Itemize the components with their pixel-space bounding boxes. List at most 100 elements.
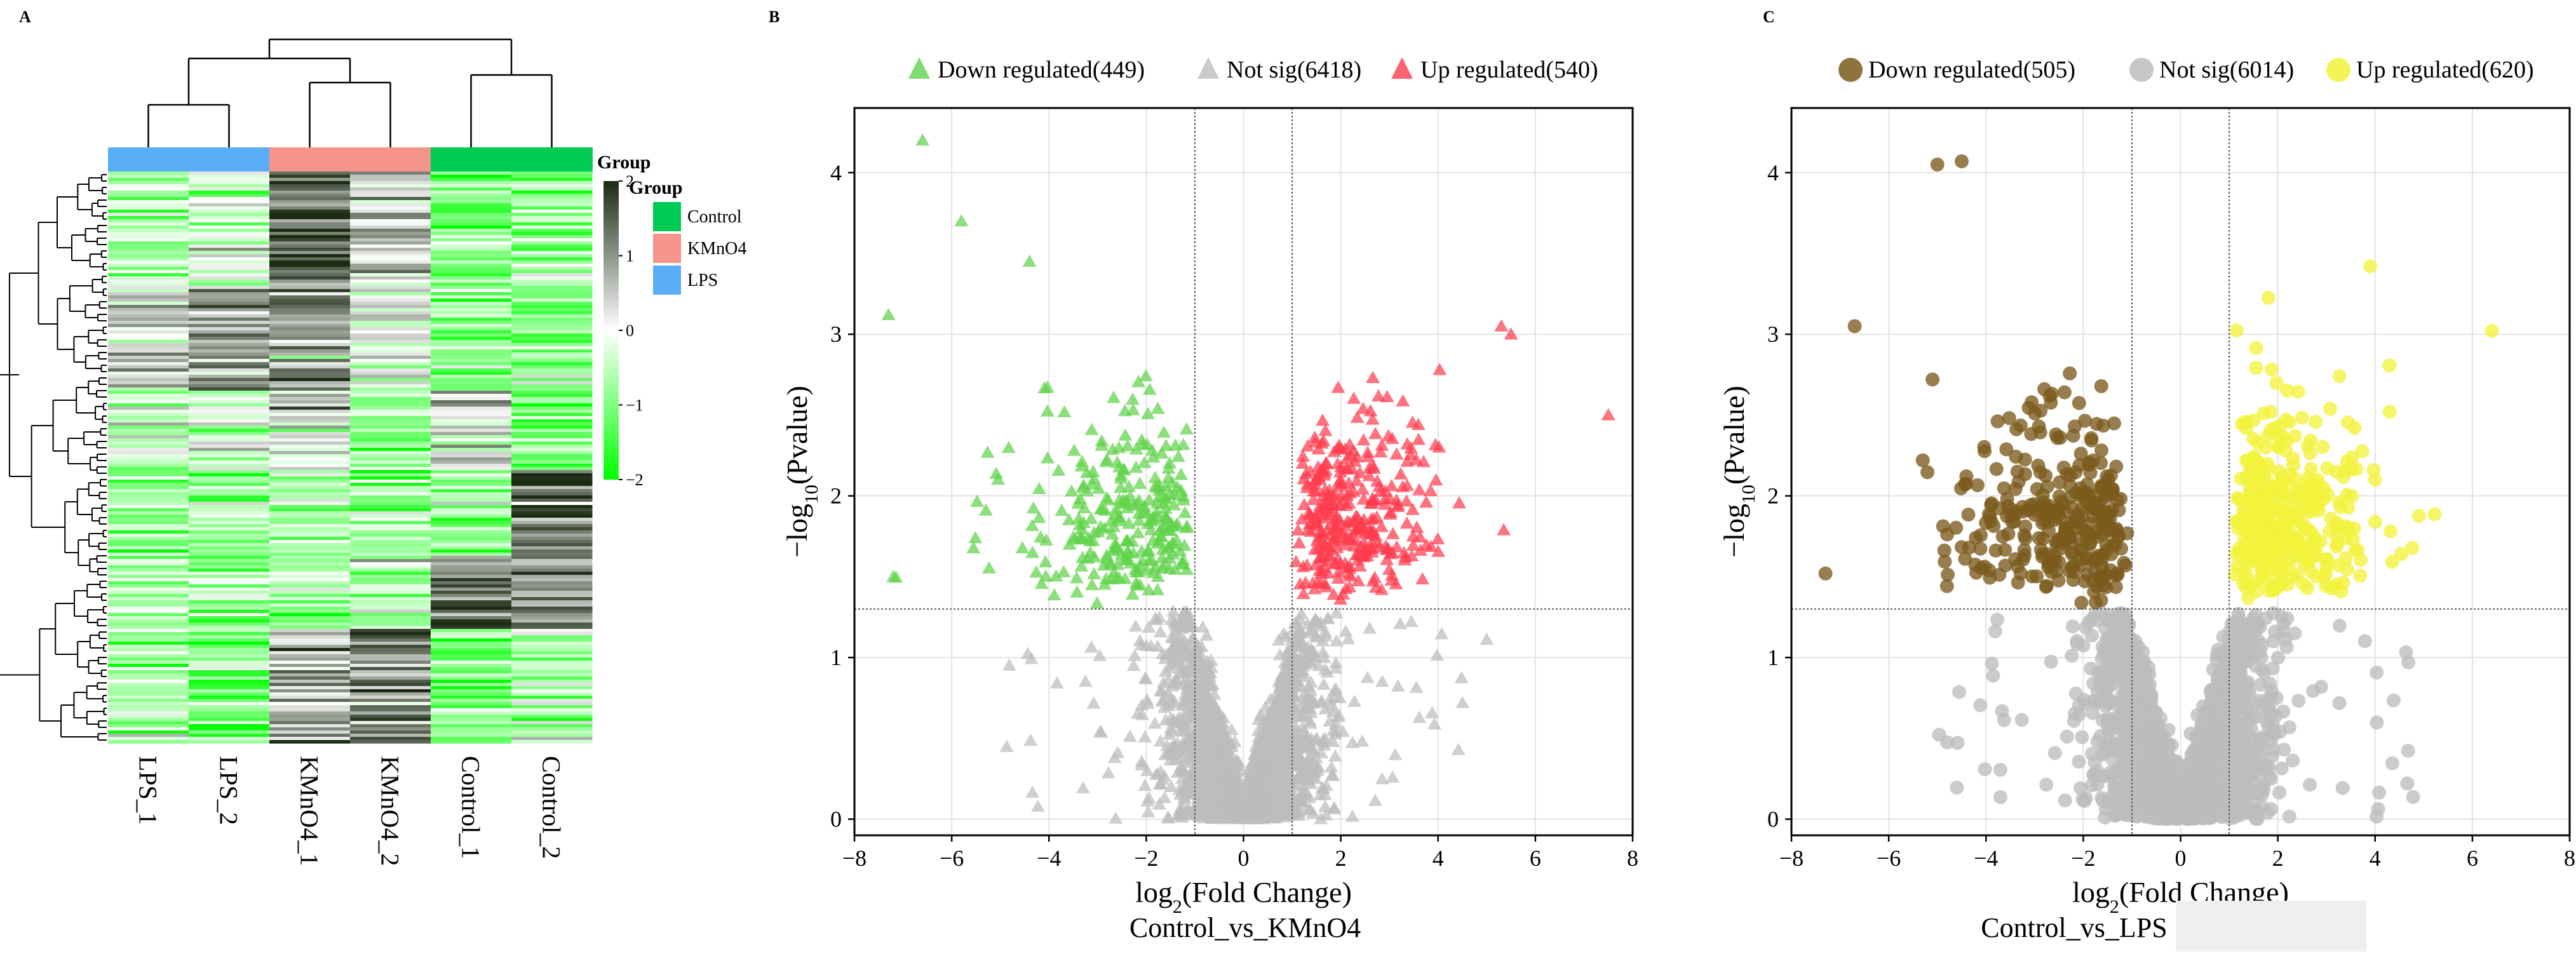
data-point	[1047, 588, 1062, 601]
heatmap-cell	[350, 372, 431, 375]
data-point	[1119, 534, 1134, 547]
heatmap-cell	[431, 470, 512, 474]
heatmap-cell	[108, 492, 189, 496]
heatmap-cell	[108, 359, 189, 363]
data-point	[1291, 629, 1306, 642]
data-point	[981, 561, 996, 574]
data-point	[1168, 672, 1183, 685]
heatmap-cell	[269, 692, 351, 696]
heatmap-cell	[269, 607, 351, 610]
heatmap-cell	[431, 184, 512, 188]
heatmap-cell	[269, 416, 351, 420]
data-point	[1099, 455, 1114, 468]
heatmap-cell	[350, 283, 431, 286]
data-point	[1078, 675, 1093, 687]
data-point	[1278, 701, 1293, 714]
heatmap-cell	[108, 549, 189, 553]
data-point	[1105, 527, 1119, 540]
heatmap-cell	[269, 407, 351, 410]
data-point	[1452, 496, 1466, 509]
heatmap-cell	[269, 279, 351, 283]
data-point	[1307, 431, 1322, 443]
heatmap-cell	[511, 486, 593, 490]
data-point	[1142, 791, 1156, 804]
heatmap-cell	[431, 311, 512, 315]
heatmap-cell	[511, 286, 593, 290]
heatmap-cell	[431, 718, 512, 722]
data-point	[1185, 703, 1200, 716]
data-point	[1362, 469, 1377, 481]
heatmap-cell	[431, 740, 512, 744]
heatmap-cell	[269, 349, 351, 353]
heatmap-cell	[431, 645, 512, 649]
heatmap-cell	[431, 445, 512, 448]
heatmap-cell	[189, 505, 270, 509]
heatmap-cell	[350, 677, 431, 680]
heatmap-cell	[108, 333, 189, 337]
heatmap-cell	[511, 295, 593, 299]
heatmap-cell	[511, 448, 593, 452]
heatmap-cell	[269, 381, 351, 385]
heatmap-cell	[189, 632, 270, 636]
heatmap-cell	[269, 518, 351, 522]
heatmap-cell	[511, 321, 593, 325]
heatmap-cell	[350, 206, 431, 210]
heatmap-cell	[431, 432, 512, 436]
heatmap-cell	[511, 489, 593, 493]
heatmap-cell	[189, 381, 270, 385]
heatmap-cell	[269, 435, 351, 439]
data-point	[1253, 737, 1268, 750]
data-point	[1135, 553, 1150, 567]
heatmap-cell	[108, 435, 189, 439]
heatmap-cell	[350, 172, 431, 175]
heatmap-cell	[189, 657, 270, 661]
heatmap-cell	[511, 178, 593, 182]
heatmap-cell	[350, 232, 431, 236]
data-point	[1318, 799, 1332, 812]
heatmap-cell	[431, 394, 512, 398]
data-point	[1314, 502, 1328, 515]
heatmap-cell	[108, 286, 189, 290]
heatmap-cell	[189, 645, 270, 649]
heatmap-cell	[511, 257, 593, 261]
data-point	[1248, 768, 1262, 781]
heatmap-cell	[511, 403, 593, 407]
heatmap-cell	[350, 483, 431, 487]
group-bar-segment	[431, 147, 512, 172]
heatmap-cell	[269, 403, 351, 407]
heatmap-cell	[189, 375, 270, 379]
heatmap-cell	[269, 429, 351, 433]
data-point	[1148, 611, 1163, 624]
data-point	[1423, 483, 1438, 497]
group-legend-label: Control	[687, 207, 742, 227]
heatmap-cell	[431, 276, 512, 280]
data-point	[1143, 523, 1158, 535]
heatmap-cell	[269, 645, 351, 649]
data-point	[1302, 505, 1316, 518]
heatmap-cell	[108, 200, 189, 204]
heatmap-cell	[350, 343, 431, 347]
heatmap-cell	[189, 654, 270, 658]
heatmap-cell	[108, 292, 189, 296]
heatmap-cell	[189, 489, 270, 493]
data-point	[1327, 556, 1342, 570]
data-point	[1142, 382, 1157, 395]
data-point	[1286, 639, 1300, 652]
heatmap-cell	[431, 677, 512, 680]
data-point	[1086, 534, 1100, 546]
heatmap-cell	[511, 292, 593, 296]
heatmap-cell	[108, 330, 189, 334]
heatmap-cell	[431, 251, 512, 255]
heatmap-cell	[269, 305, 351, 309]
heatmap-cell	[350, 530, 431, 534]
heatmap-cell	[189, 343, 270, 347]
data-point	[1056, 565, 1071, 577]
heatmap-cell	[431, 486, 512, 490]
heatmap-cell	[350, 321, 431, 325]
heatmap-cell	[269, 257, 351, 261]
data-point	[1302, 802, 1317, 815]
heatmap-cell	[269, 314, 351, 318]
heatmap-cell	[189, 194, 270, 198]
heatmap-cell	[511, 721, 593, 725]
heatmap-cell	[431, 569, 512, 572]
